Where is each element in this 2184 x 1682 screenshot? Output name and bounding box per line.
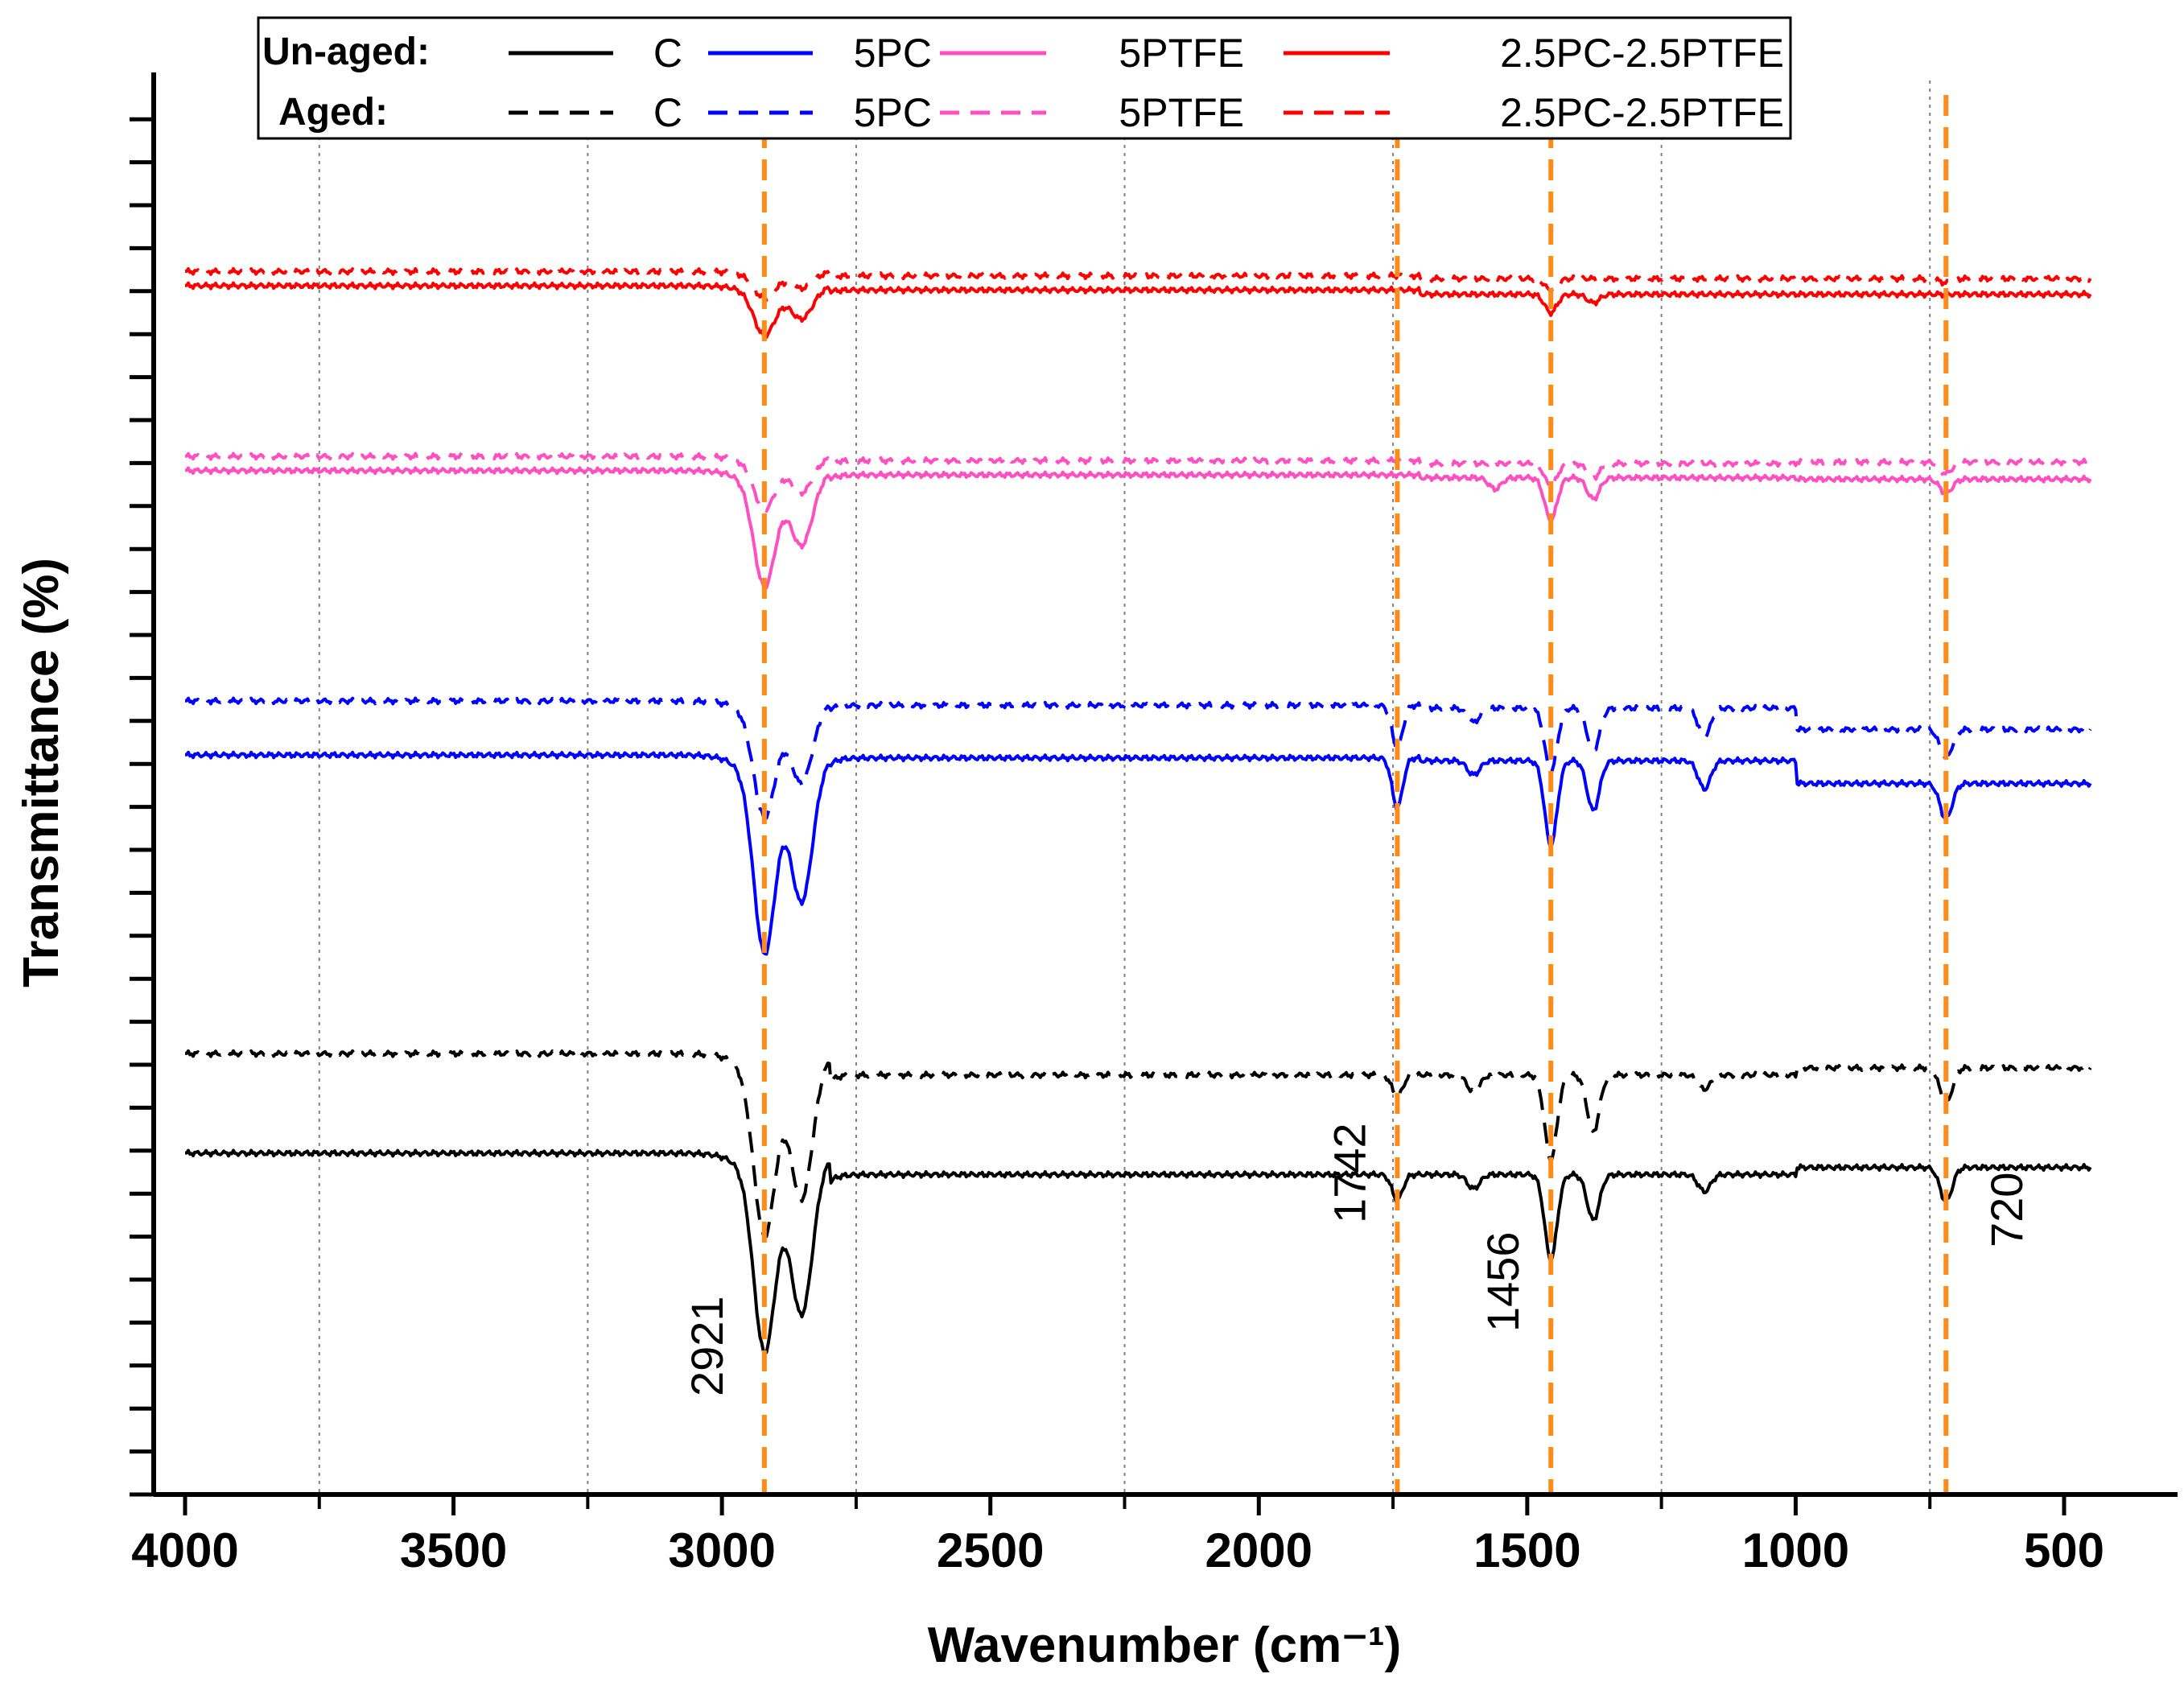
legend-label-5ptfe-un-aged: 5PTFE bbox=[1119, 31, 1244, 76]
x-axis-title: Wavenumber (cm⁻¹) bbox=[928, 1618, 1402, 1673]
legend-label-c-aged: C bbox=[653, 90, 682, 135]
x-tick-layer: 4000 3500 3000 2500 2000 1500 1000 500 bbox=[131, 1494, 2104, 1577]
x-tick-label-1000: 1000 bbox=[1742, 1523, 1849, 1577]
legend-label-c-un-aged: C bbox=[653, 31, 682, 76]
series-line-5ptfe-un-aged bbox=[185, 466, 2092, 590]
series-layer bbox=[184, 266, 2092, 1354]
legend-label-5pc-un-aged: 5PC bbox=[854, 31, 932, 76]
x-tick-label-3000: 3000 bbox=[668, 1523, 775, 1577]
x-tick-label-2500: 2500 bbox=[937, 1523, 1044, 1577]
annotation-layer: 2921 1742 1456 720 bbox=[682, 1123, 2032, 1396]
x-tick-label-1500: 1500 bbox=[1473, 1523, 1580, 1577]
axes-layer bbox=[151, 72, 2178, 1497]
legend-label-2-5pc-2-5ptfe-un-aged: 2.5PC-2.5PTFE bbox=[1500, 31, 1784, 76]
x-tick-label-500: 500 bbox=[2024, 1523, 2104, 1577]
legend-group-aged: Aged: bbox=[278, 91, 388, 134]
grid-layer bbox=[318, 80, 1931, 1494]
series-line-5ptfe-aged bbox=[185, 451, 2092, 513]
peak-label-1456: 1456 bbox=[1477, 1231, 1528, 1332]
legend-group-unaged: Un-aged: bbox=[262, 31, 430, 73]
series-line-2-5pc-2-5ptfe-un-aged bbox=[185, 281, 2092, 340]
legend-box bbox=[257, 16, 1792, 140]
series-line-5pc-un-aged bbox=[185, 750, 2092, 956]
series-line-2-5pc-2-5ptfe-aged bbox=[184, 266, 2092, 302]
legend-label-5pc-aged: 5PC bbox=[854, 90, 932, 135]
series-line-c-un-aged bbox=[185, 1148, 2092, 1354]
x-tick-label-3500: 3500 bbox=[400, 1523, 507, 1577]
series-line-c-aged bbox=[185, 1049, 2092, 1239]
highlight-layer bbox=[761, 95, 1949, 1494]
peak-label-720: 720 bbox=[1981, 1173, 2032, 1247]
x-tick-label-2000: 2000 bbox=[1205, 1523, 1312, 1577]
peak-label-2921: 2921 bbox=[682, 1296, 732, 1396]
y-axis-title: Transmittance (%) bbox=[14, 558, 69, 987]
series-line-5pc-aged bbox=[185, 696, 2092, 820]
legend-label-5ptfe-aged: 5PTFE bbox=[1119, 90, 1244, 135]
legend: Un-aged: Aged: C 5PC 5PTFE 2.5PC-2.5PTFE C 5P… bbox=[257, 16, 1792, 140]
x-tick-label-4000: 4000 bbox=[131, 1523, 238, 1577]
legend-label-2-5pc-2-5ptfe-aged: 2.5PC-2.5PTFE bbox=[1500, 90, 1784, 135]
peak-label-1742: 1742 bbox=[1324, 1123, 1374, 1223]
legend-entries: C 5PC 5PTFE 2.5PC-2.5PTFE C 5PC 5PTFE 2.5PC-2.5… bbox=[509, 31, 1784, 135]
y-tick-layer bbox=[130, 117, 154, 1497]
